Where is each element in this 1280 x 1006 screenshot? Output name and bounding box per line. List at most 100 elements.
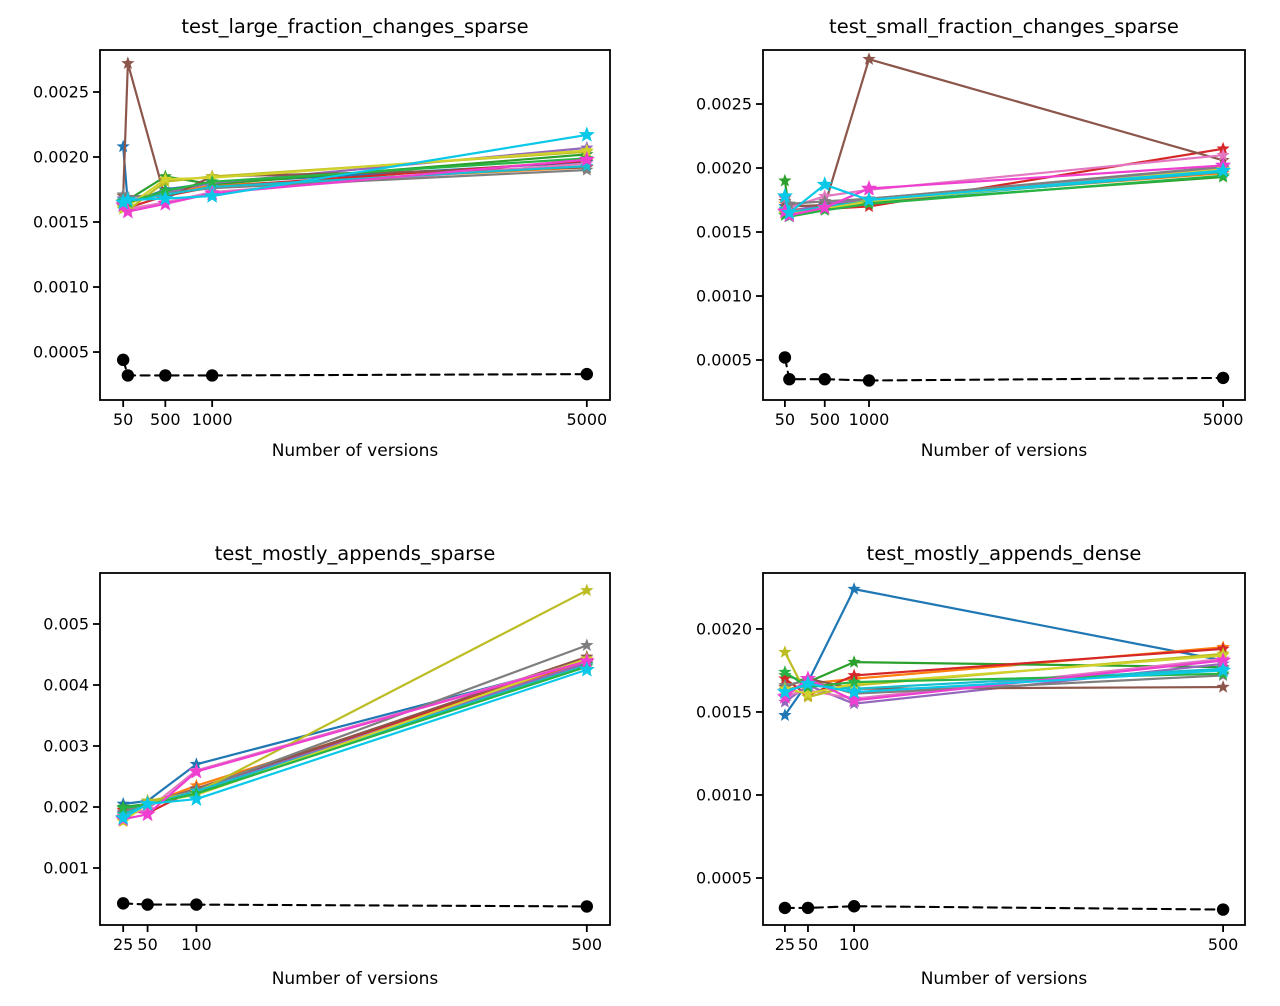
plot-area: 25 50 100 500 0.0005 0.0010 0.0015 0.0020 (696, 572, 1246, 954)
subplot-title: test_small_fraction_changes_sparse (829, 15, 1179, 38)
series-marker-bright-cyan (846, 683, 863, 699)
series-marker-brown (862, 52, 876, 65)
series-marker-olive (778, 645, 792, 658)
x-tick-label: 500 (150, 410, 181, 429)
series-marker-red (778, 671, 792, 685)
series-marker-pink (1216, 148, 1230, 161)
x-tick-label: 1000 (192, 410, 233, 429)
series-marker-green2 (116, 801, 130, 814)
y-tick-label: 0.005 (43, 614, 89, 633)
x-tick-label: 5000 (566, 410, 607, 429)
y-tick-label: 0.002 (43, 797, 89, 816)
series-marker-bright-cyan (781, 204, 798, 220)
y-tick-label: 0.0015 (696, 702, 752, 721)
plot-area: 50 500 1000 5000 0.0005 0.0010 0.0015 0.0020 0.0… (33, 49, 611, 429)
series-line-blue (122, 660, 588, 806)
series-marker-magenta (188, 763, 205, 779)
series-marker-green2 (778, 665, 792, 678)
x-axis-label: Number of versions (921, 441, 1088, 461)
x-tick-label: 25 (775, 935, 795, 954)
series-marker-bright-cyan (578, 661, 595, 677)
baseline-line (122, 358, 588, 377)
series-marker-magenta (816, 199, 833, 215)
series-marker-blue (116, 139, 130, 153)
baseline-marker (116, 353, 130, 367)
series-line-bright-cyan (783, 669, 1225, 694)
baseline-marker (778, 351, 792, 364)
series-marker-green (847, 655, 861, 668)
series-marker-green2 (847, 675, 861, 688)
baseline-marker (1216, 903, 1230, 916)
series-marker-bright-cyan (816, 176, 833, 192)
y-tick-label: 0.003 (43, 736, 89, 755)
series-marker-green2 (205, 174, 219, 188)
series-marker-bright-cyan (1215, 162, 1232, 178)
series-marker-magenta (846, 691, 863, 708)
series-marker-magenta (119, 203, 136, 219)
series-line-cyan (122, 664, 588, 816)
subplot-title: test_mostly_appends_dense (867, 542, 1142, 565)
baseline-marker (121, 369, 135, 382)
y-tick-label: 0.0010 (696, 287, 752, 306)
subplot-title: test_mostly_appends_sparse (215, 542, 496, 565)
series-marker-magenta (1215, 652, 1232, 668)
y-tick-label: 0.0005 (696, 351, 752, 370)
series-marker-magenta (139, 805, 156, 822)
subplot-test-mostly-appends-sparse: test_mostly_appends_sparse Number of ver… (43, 542, 611, 989)
series-marker-bright-cyan (1215, 661, 1232, 678)
series-marker-bright-cyan (776, 683, 793, 699)
x-axis-label: Number of versions (921, 969, 1088, 989)
x-tick-label: 50 (137, 935, 157, 954)
series-marker-bright-cyan (578, 126, 595, 142)
baseline-marker (801, 901, 815, 915)
series-marker-bright-cyan (157, 190, 174, 206)
axes-frame (762, 49, 1246, 401)
series-marker-magenta (578, 652, 595, 669)
plot-area: 50 500 1000 5000 0.0005 0.0010 0.0015 0.0020 0.0… (696, 49, 1246, 429)
baseline-line (783, 356, 1225, 382)
series-marker-bright-cyan (204, 187, 221, 203)
series-marker-bright-cyan (776, 187, 793, 204)
subplot-test-small-fraction-changes-sparse: test_small_fraction_changes_sparse Numbe… (696, 15, 1246, 461)
baseline-line (783, 905, 1225, 911)
series-marker-brown (121, 56, 135, 70)
y-tick-label: 0.0020 (696, 159, 752, 178)
subplot-title: test_large_fraction_changes_sparse (181, 15, 528, 38)
series-marker-green2 (1216, 168, 1230, 182)
series-marker-khaki (158, 172, 172, 185)
x-tick-label: 50 (798, 935, 818, 954)
series-marker-red (847, 668, 861, 682)
baseline-marker (580, 900, 594, 913)
baseline-marker (778, 901, 792, 915)
x-axis-label: Number of versions (272, 969, 439, 989)
series-marker-bright-cyan (139, 795, 156, 811)
series-line-green2 (122, 665, 588, 810)
y-tick-label: 0.0010 (33, 278, 89, 297)
y-tick-label: 0.0020 (696, 619, 752, 638)
series-marker-red (1216, 141, 1230, 155)
baseline-marker (159, 369, 172, 382)
x-tick-label: 500 (809, 410, 840, 429)
series-marker-khaki (580, 143, 594, 157)
baseline-marker (116, 897, 130, 910)
series-marker-bright-cyan (860, 191, 878, 207)
baseline-line (122, 902, 588, 908)
baseline-marker (141, 898, 154, 911)
series-marker-bright-cyan (115, 194, 132, 210)
x-tick-label: 100 (181, 935, 212, 954)
axes-frame (762, 572, 1246, 926)
y-tick-label: 0.0020 (33, 148, 89, 167)
y-tick-label: 0.0005 (33, 343, 89, 362)
series-marker-gray (580, 638, 594, 652)
baseline-marker (580, 367, 594, 381)
x-tick-label: 500 (572, 935, 603, 954)
series-marker-blue (847, 582, 861, 595)
series-marker-magenta (776, 688, 793, 704)
baseline-marker (783, 373, 796, 386)
y-tick-label: 0.0015 (33, 213, 89, 232)
series-marker-khaki (801, 686, 815, 700)
x-tick-label: 5000 (1203, 410, 1244, 429)
x-axis-label: Number of versions (272, 441, 439, 461)
